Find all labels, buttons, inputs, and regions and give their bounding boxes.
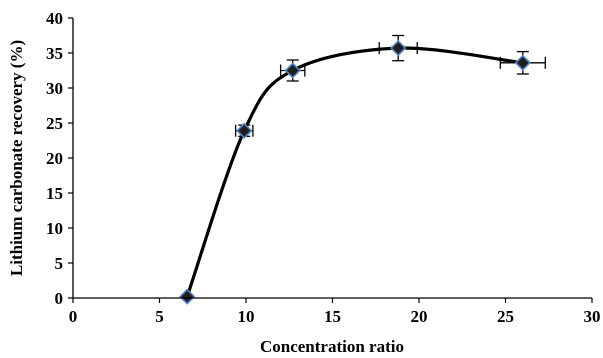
y-tick-label: 40 xyxy=(46,9,63,28)
data-point xyxy=(390,39,407,57)
data-point xyxy=(284,62,301,79)
data-point xyxy=(236,122,253,139)
x-tick-label: 30 xyxy=(584,307,601,326)
y-tick-label: 15 xyxy=(46,184,63,203)
tick-labels-group: 0 5 10 15 20 25 30 0 5 10 15 20 25 30 35 40 xyxy=(46,9,601,326)
trend-curve xyxy=(185,46,523,298)
data-points-group xyxy=(179,39,531,305)
y-tick-label: 5 xyxy=(55,254,64,273)
y-tick-label: 0 xyxy=(55,289,64,308)
x-tick-label: 25 xyxy=(497,307,514,326)
error-bars-group xyxy=(234,34,546,137)
x-tick-label: 20 xyxy=(411,307,428,326)
y-tick-label: 10 xyxy=(46,219,63,238)
y-tick-label: 35 xyxy=(46,44,63,63)
x-axis-title: Concentration ratio xyxy=(260,337,404,356)
x-tick-label: 10 xyxy=(238,307,255,326)
x-tick-label: 5 xyxy=(155,307,164,326)
y-tick-label: 30 xyxy=(46,79,63,98)
trend-curve-group xyxy=(185,46,523,298)
data-point xyxy=(179,288,196,305)
x-tick-label: 15 xyxy=(324,307,341,326)
y-tick-label: 25 xyxy=(46,114,63,133)
y-axis-title: Lithium carbonate recovery (%) xyxy=(7,40,26,276)
y-tick-label: 20 xyxy=(46,149,63,168)
data-point xyxy=(514,54,531,71)
x-tick-label: 0 xyxy=(69,307,78,326)
axes-group xyxy=(68,17,593,303)
